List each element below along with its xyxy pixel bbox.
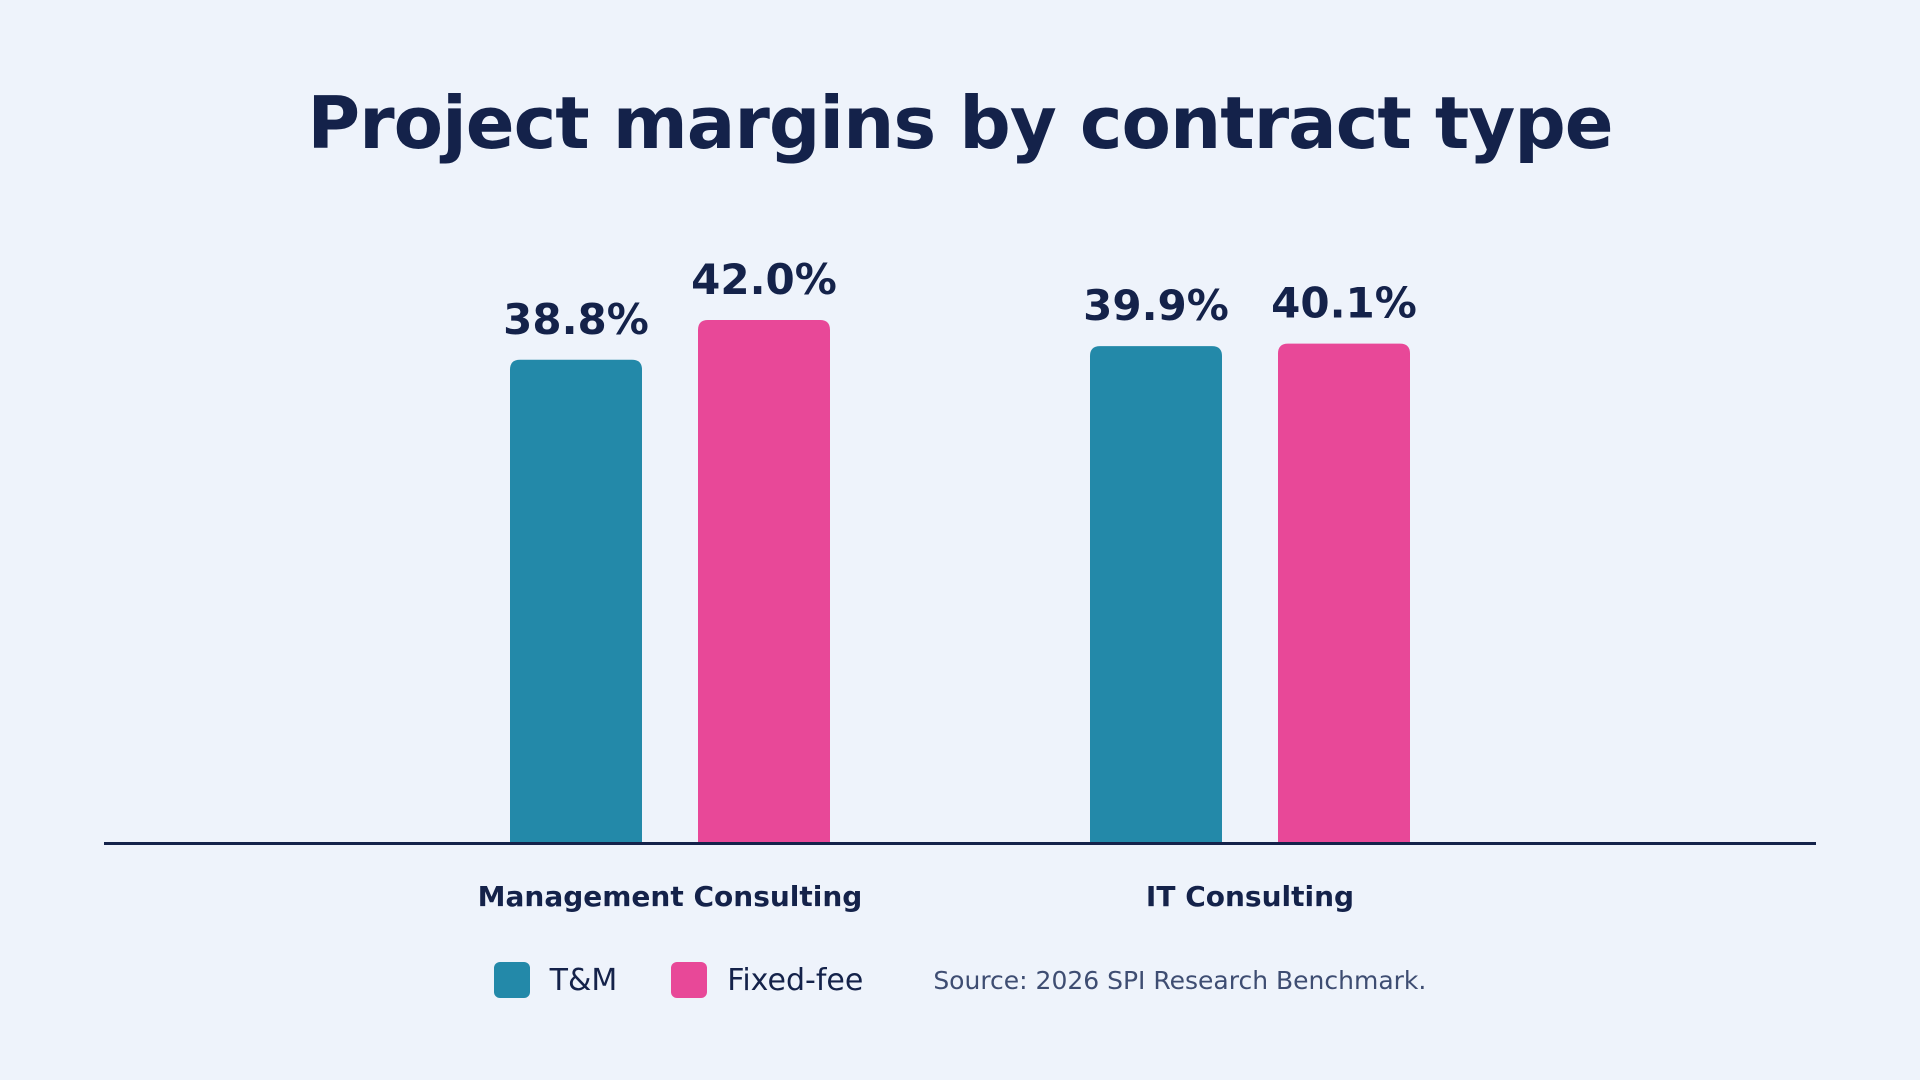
legend-item-fixed-fee: Fixed-fee	[671, 962, 863, 998]
bar-value-label-t-m-it-consulting: 39.9%	[1083, 281, 1229, 330]
bar-t-m-management-consulting	[510, 359, 642, 842]
legend-swatch-tm	[493, 962, 530, 998]
category-label-management-consulting: Management Consulting	[478, 880, 863, 913]
chart-title: Project margins by contract type	[307, 81, 1613, 165]
bar-value-label-t-m-management-consulting: 38.8%	[503, 295, 649, 344]
legend: T&M Fixed-fee Source: 2026 SPI Research …	[0, 962, 1920, 998]
source-note: Source: 2026 SPI Research Benchmark.	[933, 965, 1427, 995]
bar-fixed-fee-management-consulting	[698, 320, 830, 842]
bar-fixed-fee-it-consulting	[1278, 343, 1410, 842]
bar-value-label-fixed-fee-it-consulting: 40.1%	[1271, 279, 1417, 328]
legend-label-tm: T&M	[549, 962, 618, 998]
bar-t-m-it-consulting	[1090, 346, 1222, 842]
bar-value-label-fixed-fee-management-consulting: 42.0%	[691, 255, 837, 304]
legend-item-tm: T&M	[493, 962, 618, 998]
category-label-it-consulting: IT Consulting	[1146, 880, 1354, 913]
legend-swatch-fixed-fee	[671, 962, 708, 998]
legend-label-fixed-fee: Fixed-fee	[727, 962, 864, 998]
